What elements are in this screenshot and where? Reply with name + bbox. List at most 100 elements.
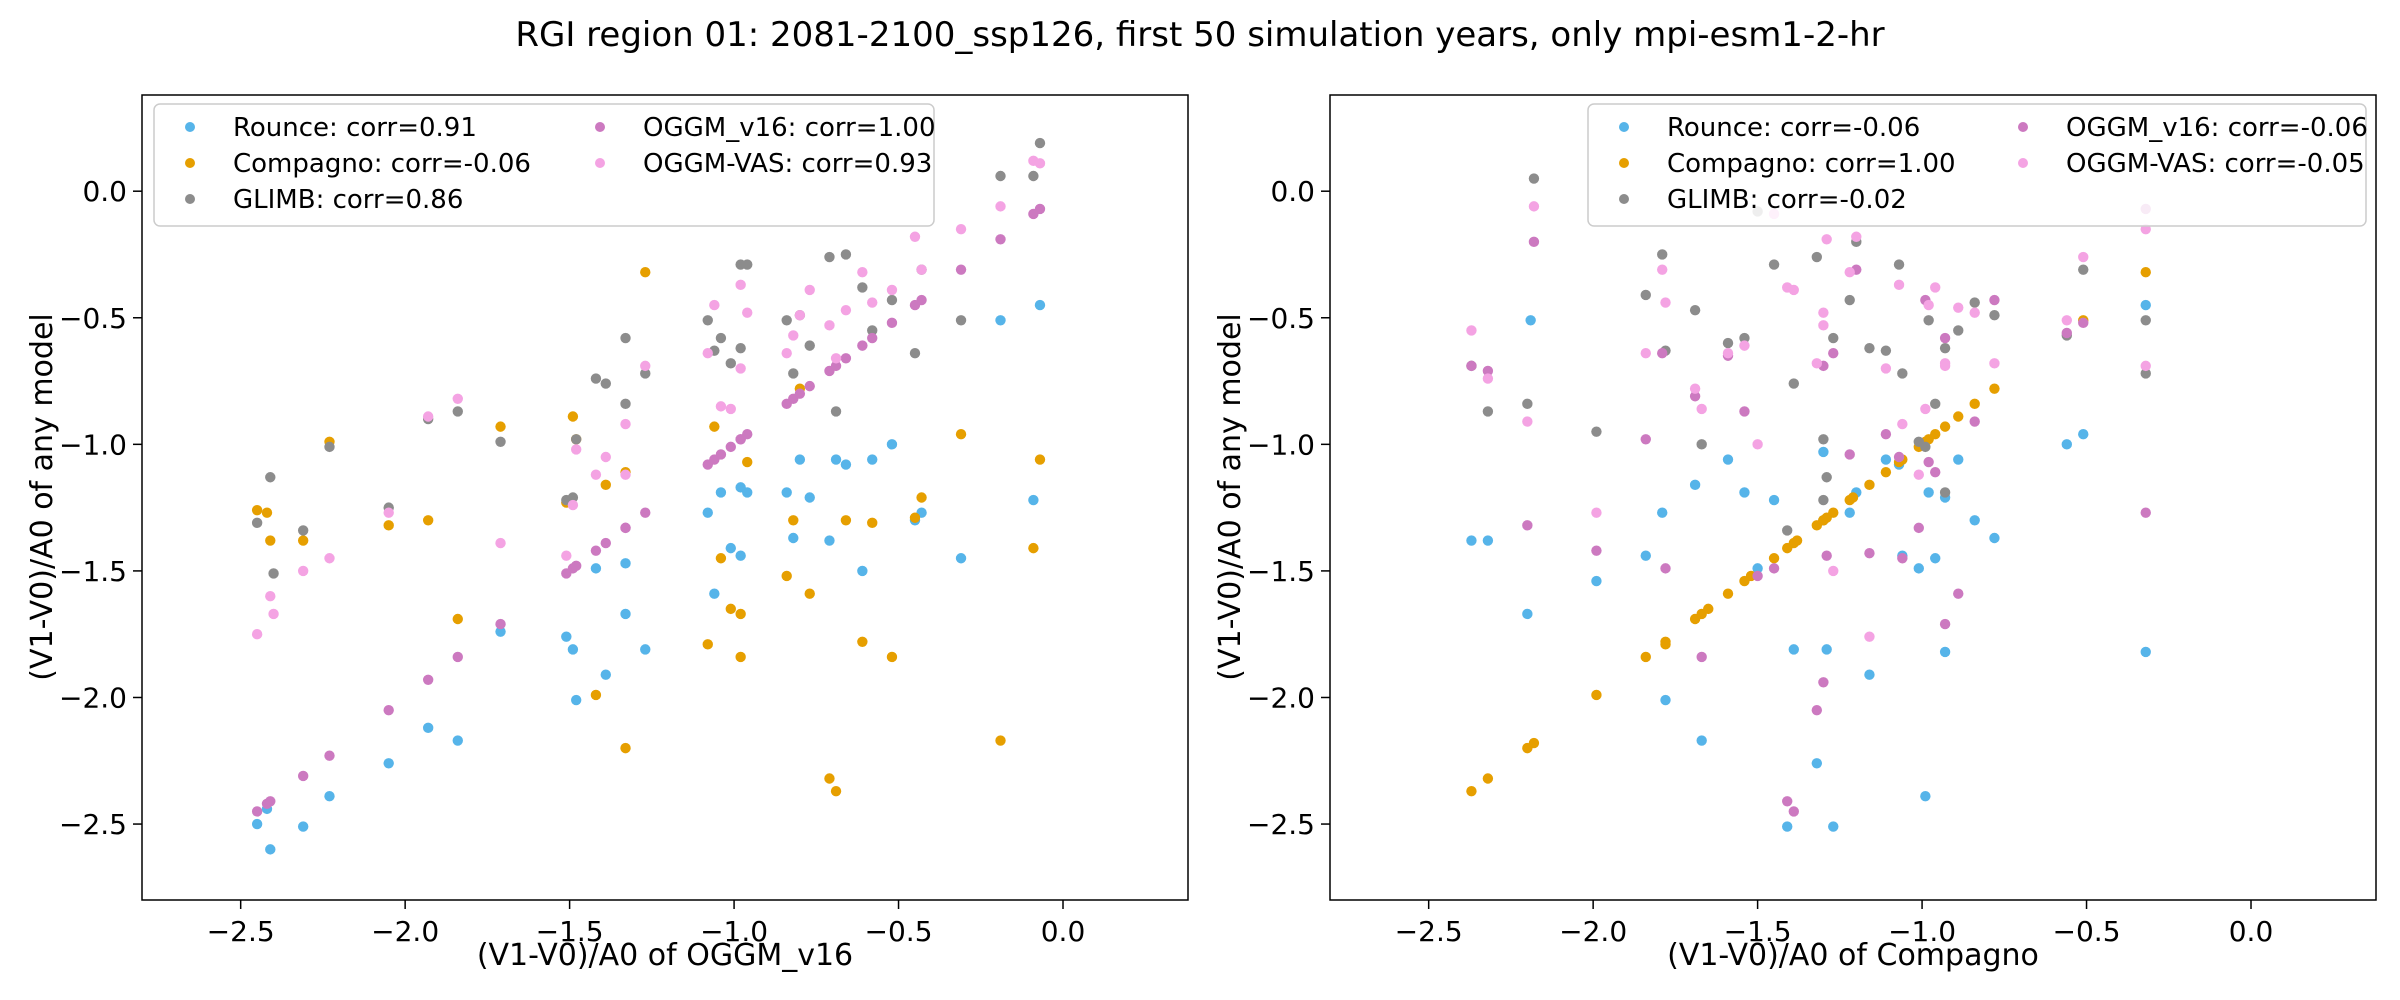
- point-compagno: [715, 553, 727, 564]
- legend-label-compagno: Compagno: corr=1.00: [1667, 149, 1956, 179]
- point-oggm-v16: [1913, 522, 1924, 534]
- point-glimb: [1923, 315, 1934, 326]
- x-tick-label: −2.5: [207, 915, 275, 948]
- point-oggm-v16: [1528, 236, 1540, 248]
- point-rounce: [1466, 535, 1477, 546]
- point-glimb: [735, 342, 746, 354]
- point-glimb: [955, 315, 967, 326]
- point-oggm-vas: [2140, 360, 2151, 372]
- point-glimb: [995, 170, 1006, 182]
- y-tick-label: −0.5: [59, 302, 127, 335]
- point-compagno: [1791, 535, 1803, 546]
- point-rounce: [788, 532, 799, 544]
- point-oggm-v16: [886, 317, 898, 329]
- point-rounce: [1782, 821, 1793, 832]
- legend-marker-oggm-vas: [595, 158, 605, 168]
- point-rounce: [1821, 644, 1832, 655]
- point-compagno: [709, 421, 720, 432]
- point-oggm-v16: [600, 537, 611, 549]
- point-glimb: [1818, 434, 1829, 445]
- point-oggm-vas: [824, 320, 835, 331]
- point-compagno: [1722, 588, 1734, 599]
- point-rounce: [1591, 575, 1602, 587]
- x-tick-label: −1.5: [1724, 915, 1792, 948]
- x-tick-label: −0.5: [2053, 915, 2121, 948]
- point-compagno: [830, 785, 842, 797]
- point-rounce: [590, 563, 602, 574]
- point-oggm-vas: [1482, 373, 1494, 384]
- point-oggm-vas: [1818, 307, 1829, 318]
- point-oggm-v16: [1034, 203, 1046, 215]
- point-glimb: [1591, 426, 1602, 437]
- point-oggm-v16: [620, 522, 631, 534]
- point-glimb: [1989, 310, 2000, 321]
- point-oggm-v16: [1768, 563, 1780, 574]
- point-compagno: [383, 520, 394, 531]
- point-glimb: [1930, 398, 1941, 410]
- point-oggm-v16: [590, 545, 602, 556]
- axis-ticks: −2.5 −2.0 −1.5 −1.0 −0.5 0.0 −2.5 −2.0 −1.5 −1.0 −…: [59, 175, 1085, 948]
- y-tick-label: 0.0: [82, 175, 127, 208]
- point-compagno: [265, 535, 276, 546]
- point-rounce: [1920, 791, 1931, 802]
- point-oggm-vas: [251, 628, 263, 640]
- point-glimb: [1939, 487, 1951, 498]
- point-rounce: [1811, 758, 1823, 769]
- point-rounce: [2078, 429, 2089, 440]
- point-rounce: [867, 454, 878, 465]
- x-tick-label: −0.5: [865, 915, 933, 948]
- point-oggm-vas: [1657, 264, 1668, 275]
- point-oggm-vas: [867, 297, 878, 308]
- point-glimb: [788, 368, 799, 379]
- point-rounce: [781, 487, 792, 498]
- point-compagno: [781, 570, 792, 582]
- point-compagno: [1640, 651, 1651, 663]
- point-oggm-vas: [620, 418, 631, 430]
- x-tick-label: −2.5: [1395, 915, 1463, 948]
- point-rounce: [1657, 507, 1668, 518]
- point-oggm-v16: [1989, 294, 2000, 306]
- point-rounce: [804, 492, 815, 503]
- point-compagno: [804, 588, 815, 599]
- point-oggm-vas: [781, 348, 792, 359]
- point-rounce: [1880, 454, 1892, 465]
- point-oggm-vas: [570, 444, 582, 455]
- point-oggm-v16: [1466, 360, 1477, 372]
- data-points: [251, 137, 1046, 855]
- point-rounce: [452, 735, 463, 746]
- point-rounce: [702, 507, 713, 518]
- point-rounce: [620, 558, 631, 569]
- legend-marker-oggm-v16: [595, 122, 605, 132]
- point-rounce: [824, 535, 835, 546]
- point-oggm-v16: [1844, 449, 1855, 460]
- x-tick-label: −2.0: [371, 915, 439, 948]
- point-glimb: [1788, 378, 1799, 389]
- legend-box: [153, 103, 935, 227]
- point-glimb: [265, 472, 276, 483]
- legend-marker-glimb: [1619, 194, 1629, 204]
- point-oggm-v16: [640, 507, 651, 518]
- point-rounce: [742, 487, 753, 498]
- point-compagno: [955, 429, 967, 440]
- point-oggm-vas: [709, 299, 720, 311]
- point-oggm-v16: [2140, 507, 2151, 518]
- point-oggm-v16: [2078, 317, 2089, 329]
- point-oggm-v16: [1739, 406, 1750, 417]
- point-glimb: [1034, 137, 1046, 149]
- point-compagno: [2140, 267, 2151, 278]
- point-oggm-vas: [830, 353, 842, 364]
- x-tick-label: 0.0: [2229, 915, 2274, 948]
- point-oggm-vas: [742, 307, 753, 318]
- point-oggm-v16: [1828, 348, 1839, 359]
- y-tick-label: 0.0: [1270, 175, 1315, 208]
- point-glimb: [1880, 345, 1892, 356]
- point-rounce: [1660, 694, 1671, 706]
- y-axis-label: (V1-V0)/A0 of any model: [1213, 313, 1248, 681]
- point-oggm-vas: [1591, 507, 1602, 518]
- point-rounce: [1930, 553, 1941, 564]
- point-compagno: [725, 603, 736, 615]
- point-glimb: [1739, 332, 1750, 344]
- point-oggm-vas: [2061, 315, 2073, 326]
- point-glimb: [620, 332, 631, 344]
- point-glimb: [1939, 342, 1951, 354]
